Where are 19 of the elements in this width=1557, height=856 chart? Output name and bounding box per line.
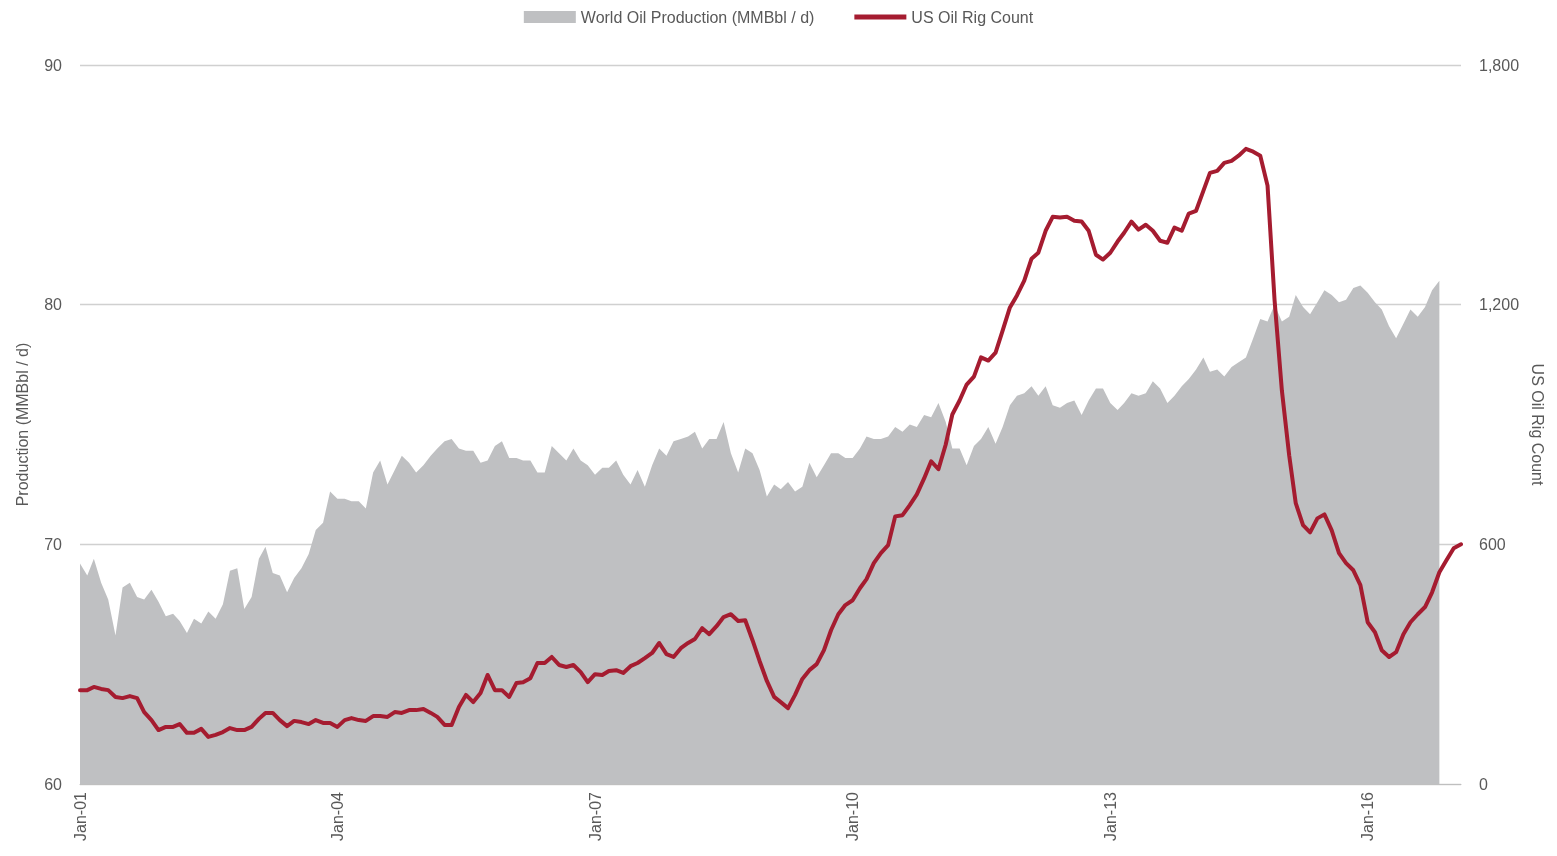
x-tick-label: Jan-07: [586, 791, 604, 841]
y2-tick-label: 1,800: [1479, 56, 1520, 74]
x-tick-label: Jan-16: [1359, 791, 1377, 841]
y-tick-label: 80: [44, 296, 63, 314]
legend-label: US Oil Rig Count: [911, 8, 1034, 26]
line-series: [78, 146, 1463, 739]
legend-label: World Oil Production (MMBbl / d): [580, 8, 815, 26]
x-tick-label: Jan-01: [71, 791, 89, 841]
y-tick-label: 90: [44, 56, 63, 74]
x-tick-label: Jan-13: [1101, 791, 1119, 841]
y-tick-label: 70: [44, 535, 63, 553]
y-tick-label: 60: [44, 775, 63, 793]
y-axis-title: Production (MMBbl / d): [13, 342, 31, 507]
y2-axis-title: US Oil Rig Count: [1529, 363, 1547, 486]
x-tick-label: Jan-10: [844, 791, 862, 841]
x-tick-label: Jan-04: [328, 791, 346, 841]
y2-tick-label: 0: [1479, 775, 1488, 793]
y2-tick-label: 600: [1479, 535, 1506, 553]
y2-tick-label: 1,200: [1479, 296, 1520, 314]
